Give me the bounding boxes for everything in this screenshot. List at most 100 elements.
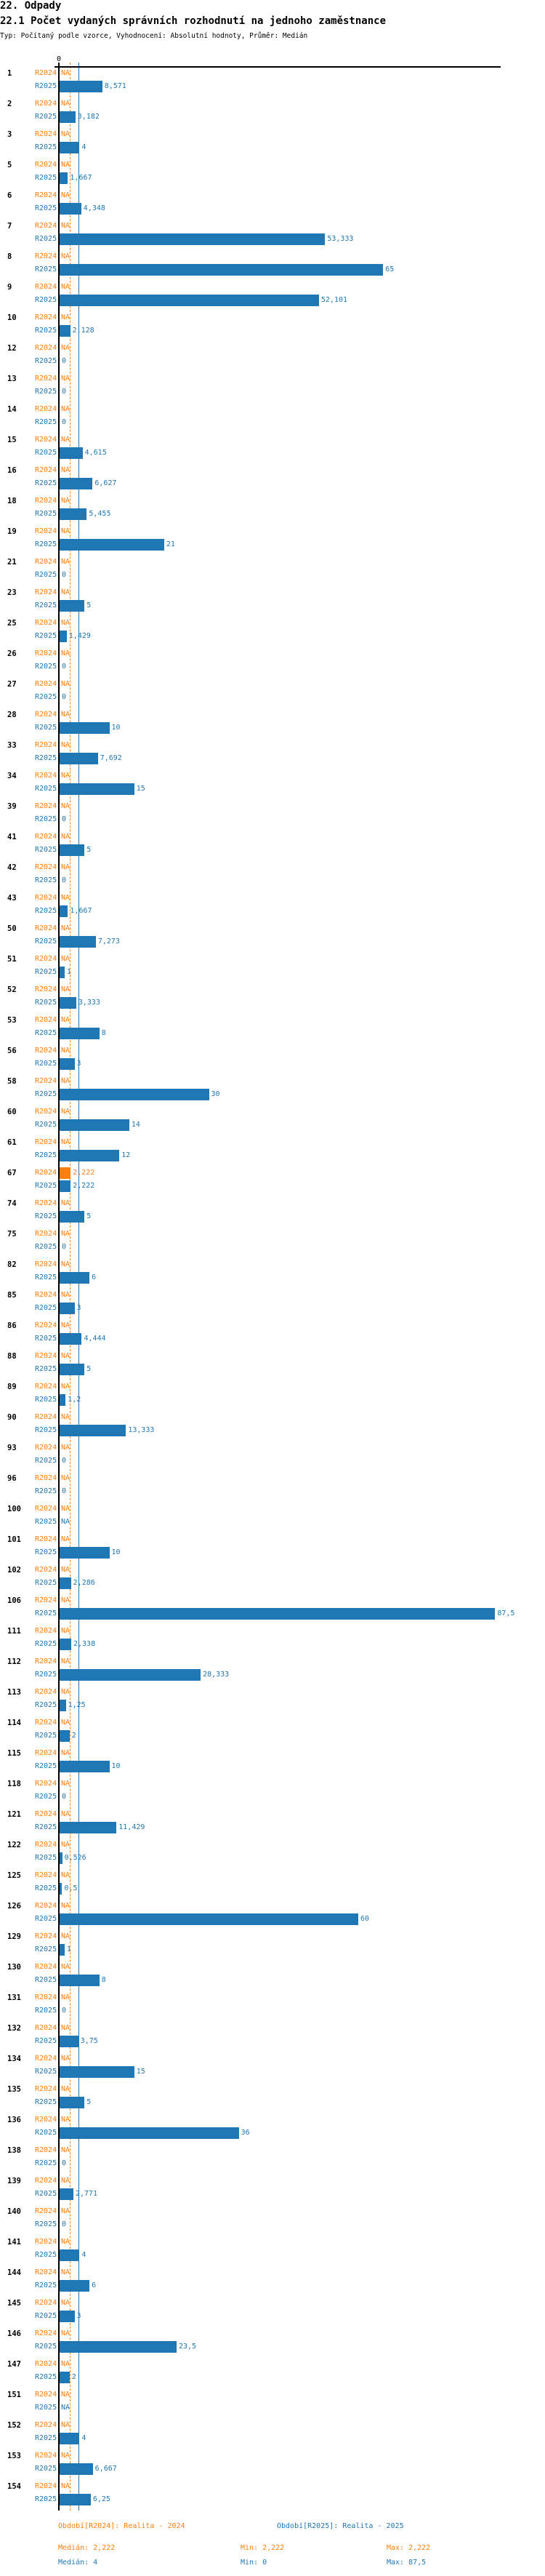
series-label-r2024: R2024 (35, 2085, 57, 2093)
series-label-r2025: R2025 (35, 1548, 57, 1556)
series-label-r2025: R2025 (35, 1273, 57, 1281)
value-label-na: NA (61, 741, 70, 749)
bar-r2025 (60, 325, 70, 337)
series-label-r2025: R2025 (35, 1243, 57, 1251)
bar-r2025 (60, 172, 68, 184)
value-label-na: NA (61, 1138, 70, 1146)
bar-r2025 (60, 936, 96, 948)
series-label-r2025: R2025 (35, 2037, 57, 2045)
value-label-na: NA (61, 1518, 70, 1526)
series-label-r2024: R2024 (35, 2268, 57, 2276)
value-label-na: NA (61, 2177, 70, 2185)
series-label-r2025: R2025 (35, 1121, 57, 1129)
category-label: 43 (7, 894, 17, 903)
series-label-r2024: R2024 (35, 222, 57, 230)
series-label-r2024: R2024 (35, 527, 57, 535)
value-label-na: NA (61, 1963, 70, 1971)
series-label-r2025: R2025 (35, 1701, 57, 1709)
value-label: 0 (62, 2220, 67, 2228)
series-label-r2024: R2024 (35, 466, 57, 474)
series-label-r2025: R2025 (35, 1732, 57, 1740)
series-label-r2025: R2025 (35, 2495, 57, 2503)
series-label-r2024: R2024 (35, 100, 57, 108)
series-label-r2024: R2024 (35, 1260, 57, 1268)
category-label: 34 (7, 772, 17, 780)
bar-r2025 (60, 1180, 71, 1192)
series-label-r2025: R2025 (35, 1182, 57, 1190)
category-label: 51 (7, 955, 17, 964)
category-label: 19 (7, 527, 17, 536)
series-label-r2025: R2025 (35, 1060, 57, 1068)
category-label: 145 (7, 2299, 21, 2308)
value-label-na: NA (61, 1535, 70, 1543)
series-label-r2024: R2024 (35, 2391, 57, 2399)
category-label: 6 (7, 191, 12, 200)
category-label: 131 (7, 1993, 21, 2002)
value-label-na: NA (61, 1871, 70, 1879)
category-label: 106 (7, 1596, 21, 1605)
value-label: 0 (62, 418, 67, 426)
value-label: 6,25 (92, 2495, 110, 2503)
bar-r2025 (60, 2097, 85, 2108)
series-label-r2025: R2025 (35, 143, 57, 151)
category-label: 10 (7, 313, 17, 322)
series-label-r2025: R2025 (35, 601, 57, 609)
bar-r2025 (60, 1425, 126, 1436)
series-label-r2024: R2024 (35, 2299, 57, 2307)
series-label-r2025: R2025 (35, 2220, 57, 2228)
value-label: 1,2 (68, 1396, 81, 1404)
series-label-r2025: R2025 (35, 1304, 57, 1312)
series-label-r2025: R2025 (35, 174, 57, 182)
value-label-na: NA (61, 1291, 70, 1299)
series-label-r2024: R2024 (35, 1169, 57, 1177)
series-label-r2025: R2025 (35, 937, 57, 945)
category-label: 129 (7, 1932, 21, 1941)
series-label-r2024: R2024 (35, 1535, 57, 1543)
series-label-r2024: R2024 (35, 161, 57, 169)
value-label-na: NA (61, 191, 70, 199)
bar-r2025 (60, 81, 102, 92)
bar-r2025 (60, 1608, 496, 1620)
series-label-r2024: R2024 (35, 1749, 57, 1757)
value-label: 8 (101, 1976, 106, 1984)
value-label-na: NA (61, 1780, 70, 1788)
value-label: 5 (86, 846, 92, 854)
series-label-r2025: R2025 (35, 1426, 57, 1434)
value-label: 5 (86, 1212, 92, 1220)
value-label-na: NA (61, 985, 70, 993)
series-label-r2024: R2024 (35, 1230, 57, 1238)
series-label-r2024: R2024 (35, 1596, 57, 1604)
value-label: 3,333 (78, 999, 100, 1007)
category-label: 146 (7, 2329, 21, 2338)
value-label-na: NA (61, 772, 70, 780)
series-label-r2025: R2025 (35, 1640, 57, 1648)
value-label: 36 (241, 2129, 250, 2137)
series-label-r2024: R2024 (35, 649, 57, 657)
value-label-na: NA (61, 375, 70, 383)
value-label-na: NA (61, 2299, 70, 2307)
series-label-r2025: R2025 (35, 327, 57, 335)
series-label-r2024: R2024 (35, 1627, 57, 1635)
value-label-na: NA (61, 802, 70, 810)
bar-r2025 (60, 233, 326, 245)
value-label: 0 (62, 2159, 67, 2167)
bar-r2025 (60, 1058, 75, 1070)
bar-r2025 (60, 1883, 62, 1895)
value-label-na: NA (61, 1688, 70, 1696)
bar-r2025 (60, 2463, 93, 2475)
stat-median-r2024: Medián: 2,222 (58, 2544, 116, 2552)
value-label: 2,222 (73, 1182, 95, 1190)
series-label-r2024: R2024 (35, 1321, 57, 1329)
series-label-r2025: R2025 (35, 1793, 57, 1801)
value-label: 0 (62, 2007, 67, 2015)
value-label: 0,526 (64, 1854, 86, 1862)
value-label: 30 (211, 1090, 220, 1098)
series-label-r2024: R2024 (35, 2238, 57, 2246)
bar-r2025 (60, 1394, 66, 1406)
value-label: 0 (62, 1457, 67, 1465)
value-label: 10 (111, 1548, 121, 1556)
value-label: 4,444 (84, 1335, 106, 1343)
bar-r2025 (60, 142, 80, 153)
series-label-r2024: R2024 (35, 2421, 57, 2429)
value-label-na: NA (61, 1047, 70, 1055)
